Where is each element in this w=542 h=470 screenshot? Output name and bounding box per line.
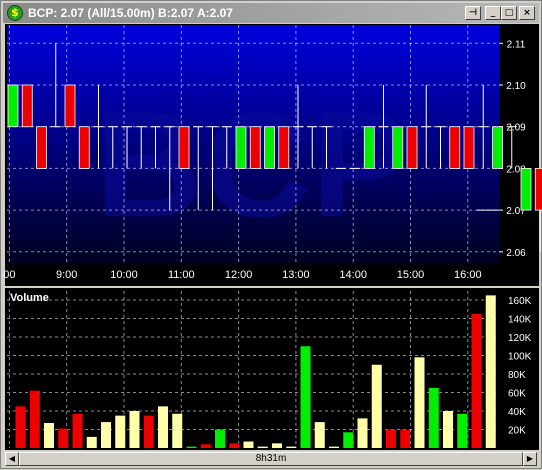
scroll-left-button[interactable]: ◀	[5, 452, 19, 466]
volume-y-tick-label: 20K	[508, 426, 526, 437]
volume-y-tick-label: 120K	[508, 333, 532, 344]
candle-body	[7, 84, 19, 128]
time-tick-label: 10:00	[110, 269, 138, 281]
candle-body	[249, 126, 261, 169]
candle-body	[392, 126, 404, 169]
volume-bar	[485, 295, 496, 448]
time-tick-label: 14:00	[339, 269, 367, 281]
title-bar[interactable]: $ BCP: 2.07 (All/15.00m) B:2.07 A:2.07 ⊣…	[3, 3, 539, 23]
volume-bar	[471, 313, 482, 448]
volume-bar	[400, 429, 411, 448]
volume-bar	[329, 446, 339, 448]
candle-body	[449, 126, 461, 169]
candle-body	[36, 126, 47, 169]
time-tick-label: 12:00	[225, 269, 253, 281]
candle-body	[64, 84, 76, 128]
time-scrollbar[interactable]: ◀ 8h31m ▶	[5, 452, 537, 466]
volume-bar	[371, 364, 382, 448]
volume-y-tick-label: 140K	[508, 315, 532, 326]
price-y-tick-label: 2.11	[507, 39, 526, 50]
volume-bar	[200, 444, 211, 448]
window-title: BCP: 2.07 (All/15.00m) B:2.07 A:2.07	[28, 6, 233, 20]
volume-bar	[343, 432, 354, 448]
volume-bar	[115, 415, 126, 448]
candle-body	[78, 126, 90, 169]
time-tick-label: 00	[3, 269, 15, 281]
candle-body	[363, 126, 375, 169]
volume-title: Volume	[10, 292, 49, 304]
price-panel[interactable]: BCP2.112.102.092.082.072.06009:0010:0011…	[3, 24, 542, 286]
volume-bar	[443, 411, 453, 448]
dollar-icon[interactable]: $	[7, 5, 23, 21]
duration-label: 8h31m	[255, 453, 287, 464]
volume-bar	[414, 357, 425, 448]
price-y-tick-label: 2.09	[506, 123, 526, 134]
volume-bar	[300, 346, 311, 448]
volume-bar	[129, 411, 140, 448]
volume-y-tick-label: 160K	[508, 296, 532, 307]
volume-panel[interactable]: Volume 160K 140K 120K 100K 80K 60K 40K 20K	[5, 288, 539, 450]
volume-bar	[286, 446, 297, 448]
candle-body	[492, 126, 503, 169]
volume-bar	[29, 390, 40, 448]
volume-bar	[143, 415, 154, 448]
candle-body	[406, 126, 418, 169]
candle-body	[520, 167, 532, 211]
volume-bar	[243, 441, 254, 448]
scroll-right-button[interactable]: ▶	[523, 452, 537, 466]
volume-bar	[428, 387, 439, 448]
scroll-thumb[interactable]: 8h31m	[19, 452, 523, 466]
volume-bar	[257, 446, 268, 448]
price-y-tick-label: 2.10	[506, 81, 526, 92]
maximize-button[interactable]: □	[501, 6, 517, 20]
volume-bar	[186, 446, 197, 448]
volume-bar	[314, 422, 325, 448]
price-y-tick-label: 2.06	[506, 248, 526, 259]
volume-bar	[44, 423, 54, 448]
volume-bar	[357, 418, 368, 448]
candle-body	[463, 126, 475, 169]
volume-bar	[386, 429, 396, 448]
candle-body	[21, 84, 33, 128]
volume-bar	[72, 413, 83, 448]
candle-body	[178, 126, 190, 169]
volume-bar	[158, 406, 168, 448]
volume-bar	[101, 422, 111, 448]
candle-body	[278, 126, 290, 169]
close-button[interactable]: ×	[519, 6, 535, 20]
candle-body	[235, 126, 247, 169]
time-tick-label: 13:00	[282, 269, 310, 281]
volume-bar	[86, 436, 97, 448]
volume-y-tick-label: 40K	[508, 407, 526, 418]
time-tick-label: 15:00	[397, 269, 425, 281]
price-y-tick-label: 2.07	[506, 206, 526, 217]
time-tick-label: 9:00	[56, 269, 77, 281]
price-y-tick-label: 2.08	[506, 164, 526, 175]
candle-body	[534, 167, 542, 211]
time-tick-label: 11:00	[168, 269, 195, 281]
time-tick-label: 16:00	[454, 269, 482, 281]
volume-y-tick-label: 80K	[508, 370, 526, 381]
pin-button[interactable]: ⊣	[465, 6, 481, 20]
volume-bar	[15, 406, 26, 448]
volume-y-tick-label: 60K	[508, 389, 526, 400]
volume-bar	[229, 443, 240, 448]
volume-bar	[457, 413, 468, 448]
volume-y-tick-label: 100K	[508, 352, 532, 363]
volume-bar	[215, 429, 225, 448]
volume-bar	[58, 428, 69, 448]
volume-bar	[172, 413, 183, 448]
candle-body	[264, 126, 275, 169]
volume-bar	[272, 443, 282, 448]
minimize-button[interactable]: _	[485, 6, 501, 20]
